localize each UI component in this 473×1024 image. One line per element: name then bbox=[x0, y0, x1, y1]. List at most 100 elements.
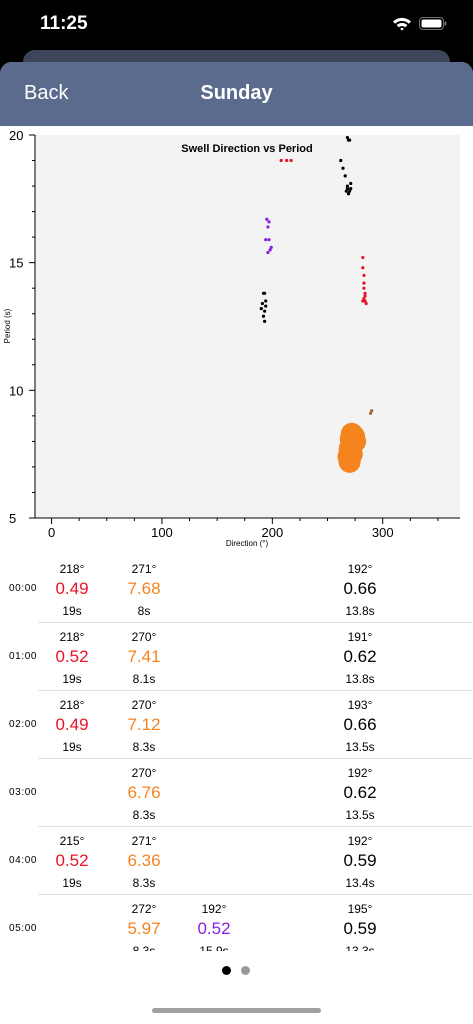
swell-period: 8.1s bbox=[132, 672, 156, 686]
swell-direction: 191° bbox=[347, 630, 373, 644]
row-time: 05:00 bbox=[9, 923, 38, 934]
swell-cell: 271° 6.36 8.3s bbox=[109, 827, 179, 895]
swell-height: 0.52 bbox=[55, 851, 89, 870]
swell-direction: 270° bbox=[131, 766, 157, 780]
swell-cell: 192° 0.52 15.9s bbox=[179, 895, 249, 951]
x-tick-label: 0 bbox=[48, 525, 55, 540]
plot-area bbox=[35, 135, 460, 518]
x-axis-label: Direction (°) bbox=[226, 539, 269, 548]
swell-cell: 192° 0.62 13.5s bbox=[325, 759, 395, 827]
swell-height: 0.49 bbox=[55, 579, 89, 598]
row-divider bbox=[38, 826, 473, 827]
swell-direction: 192° bbox=[347, 834, 373, 848]
swell-height: 5.97 bbox=[127, 919, 161, 938]
swell-direction: 218° bbox=[59, 562, 85, 576]
data-point bbox=[349, 187, 353, 191]
page-dot[interactable] bbox=[241, 966, 250, 975]
swell-height: 0.59 bbox=[343, 919, 377, 938]
swell-cell: 191° 0.62 13.8s bbox=[325, 623, 395, 691]
table-row: 04:00 215° 0.52 19s 271° 6.36 8.3s 192° 0.59 13.4… bbox=[0, 827, 473, 895]
data-point bbox=[348, 138, 352, 142]
swell-cell: 270° 7.12 8.3s bbox=[109, 691, 179, 759]
data-point bbox=[267, 238, 271, 242]
swell-cell: 218° 0.49 19s bbox=[37, 691, 107, 759]
swell-cell: 218° 0.49 19s bbox=[37, 555, 107, 623]
table-row: 02:00 218° 0.49 19s 270° 7.12 8.3s 193° 0.66 13.5… bbox=[0, 691, 473, 759]
swell-period: 19s bbox=[62, 740, 82, 754]
y-tick-label: 5 bbox=[9, 511, 16, 526]
modal-sheet: Back Sunday 0 100 200 300 5 10 15 20 Swell Direc… bbox=[0, 62, 473, 1024]
row-time: 00:00 bbox=[9, 583, 38, 594]
swell-cell: 195° 0.59 13.3s bbox=[325, 895, 395, 951]
y-tick-label: 10 bbox=[9, 383, 23, 398]
data-point bbox=[265, 217, 269, 221]
data-point bbox=[267, 220, 271, 224]
navigation-bar: Back Sunday bbox=[0, 62, 473, 126]
swell-period: 8.3s bbox=[132, 944, 156, 951]
swell-direction: 218° bbox=[59, 630, 85, 644]
swell-cell: 215° 0.52 19s bbox=[37, 827, 107, 895]
swell-period: 19s bbox=[62, 672, 82, 686]
swell-period: 8s bbox=[137, 604, 151, 618]
data-point bbox=[264, 238, 268, 242]
data-point bbox=[260, 301, 265, 306]
data-point bbox=[338, 450, 361, 473]
data-point bbox=[348, 189, 352, 193]
swell-height: 0.66 bbox=[343, 579, 377, 598]
data-point bbox=[266, 250, 270, 255]
page-title: Sunday bbox=[200, 82, 273, 104]
data-point bbox=[364, 301, 368, 306]
swell-period: 19s bbox=[62, 876, 82, 890]
swell-direction: 195° bbox=[347, 902, 373, 916]
data-point bbox=[345, 184, 350, 188]
row-divider bbox=[38, 894, 473, 895]
swell-height: 7.41 bbox=[127, 647, 161, 666]
data-point bbox=[264, 304, 268, 308]
row-divider bbox=[38, 758, 473, 759]
swell-direction: 271° bbox=[131, 562, 157, 576]
swell-period: 13.4s bbox=[345, 876, 375, 890]
data-point bbox=[361, 255, 365, 260]
x-tick-label: 200 bbox=[261, 525, 283, 540]
swell-height: 0.66 bbox=[343, 715, 377, 734]
data-point bbox=[344, 430, 367, 453]
swell-period: 15.9s bbox=[199, 944, 229, 951]
row-time: 04:00 bbox=[9, 855, 38, 866]
data-point bbox=[268, 248, 272, 252]
swell-period: 8.3s bbox=[132, 740, 156, 754]
data-point bbox=[289, 158, 293, 163]
data-point bbox=[361, 266, 365, 270]
swell-period: 13.5s bbox=[345, 808, 375, 822]
swell-height: 0.59 bbox=[343, 851, 377, 870]
swell-direction: 271° bbox=[131, 834, 157, 848]
swell-cell: 270° 6.76 8.3s bbox=[109, 759, 179, 827]
page-dot[interactable] bbox=[222, 966, 231, 975]
data-point bbox=[345, 135, 350, 140]
swell-height: 7.12 bbox=[127, 715, 161, 734]
y-axis-label: Period (s) bbox=[3, 308, 12, 343]
table-row: 01:00 218° 0.52 19s 270° 7.41 8.1s 191° 0.62 13.8… bbox=[0, 623, 473, 691]
table-row: 03:00 270° 6.76 8.3s 192° 0.62 13.5s bbox=[0, 759, 473, 827]
swell-height: 0.49 bbox=[55, 715, 89, 734]
swell-period: 13.8s bbox=[345, 672, 375, 686]
swell-cell: 193° 0.66 13.5s bbox=[325, 691, 395, 759]
data-point bbox=[344, 189, 348, 193]
status-time: 11:25 bbox=[40, 13, 88, 34]
page-indicator[interactable] bbox=[0, 963, 473, 977]
swell-period: 13.5s bbox=[345, 740, 375, 754]
y-tick-label: 20 bbox=[9, 128, 23, 143]
swell-cell: 192° 0.66 13.8s bbox=[325, 555, 395, 623]
swell-height: 0.62 bbox=[343, 647, 377, 666]
swell-scatter-chart: 0 100 200 300 5 10 15 20 Swell Direction vs Peri… bbox=[3, 128, 460, 548]
table-row: 00:00 218° 0.49 19s 271° 7.68 8s 192° 0.66 13.8s bbox=[0, 555, 473, 623]
data-point bbox=[264, 299, 268, 303]
data-point bbox=[362, 281, 366, 285]
swell-cell: 192° 0.59 13.4s bbox=[325, 827, 395, 895]
data-point bbox=[362, 286, 366, 290]
data-point bbox=[343, 174, 347, 178]
row-divider bbox=[38, 622, 473, 623]
data-point bbox=[259, 307, 263, 311]
back-button[interactable]: Back bbox=[24, 82, 69, 104]
swell-period: 8.3s bbox=[132, 876, 156, 890]
data-point bbox=[263, 291, 267, 295]
